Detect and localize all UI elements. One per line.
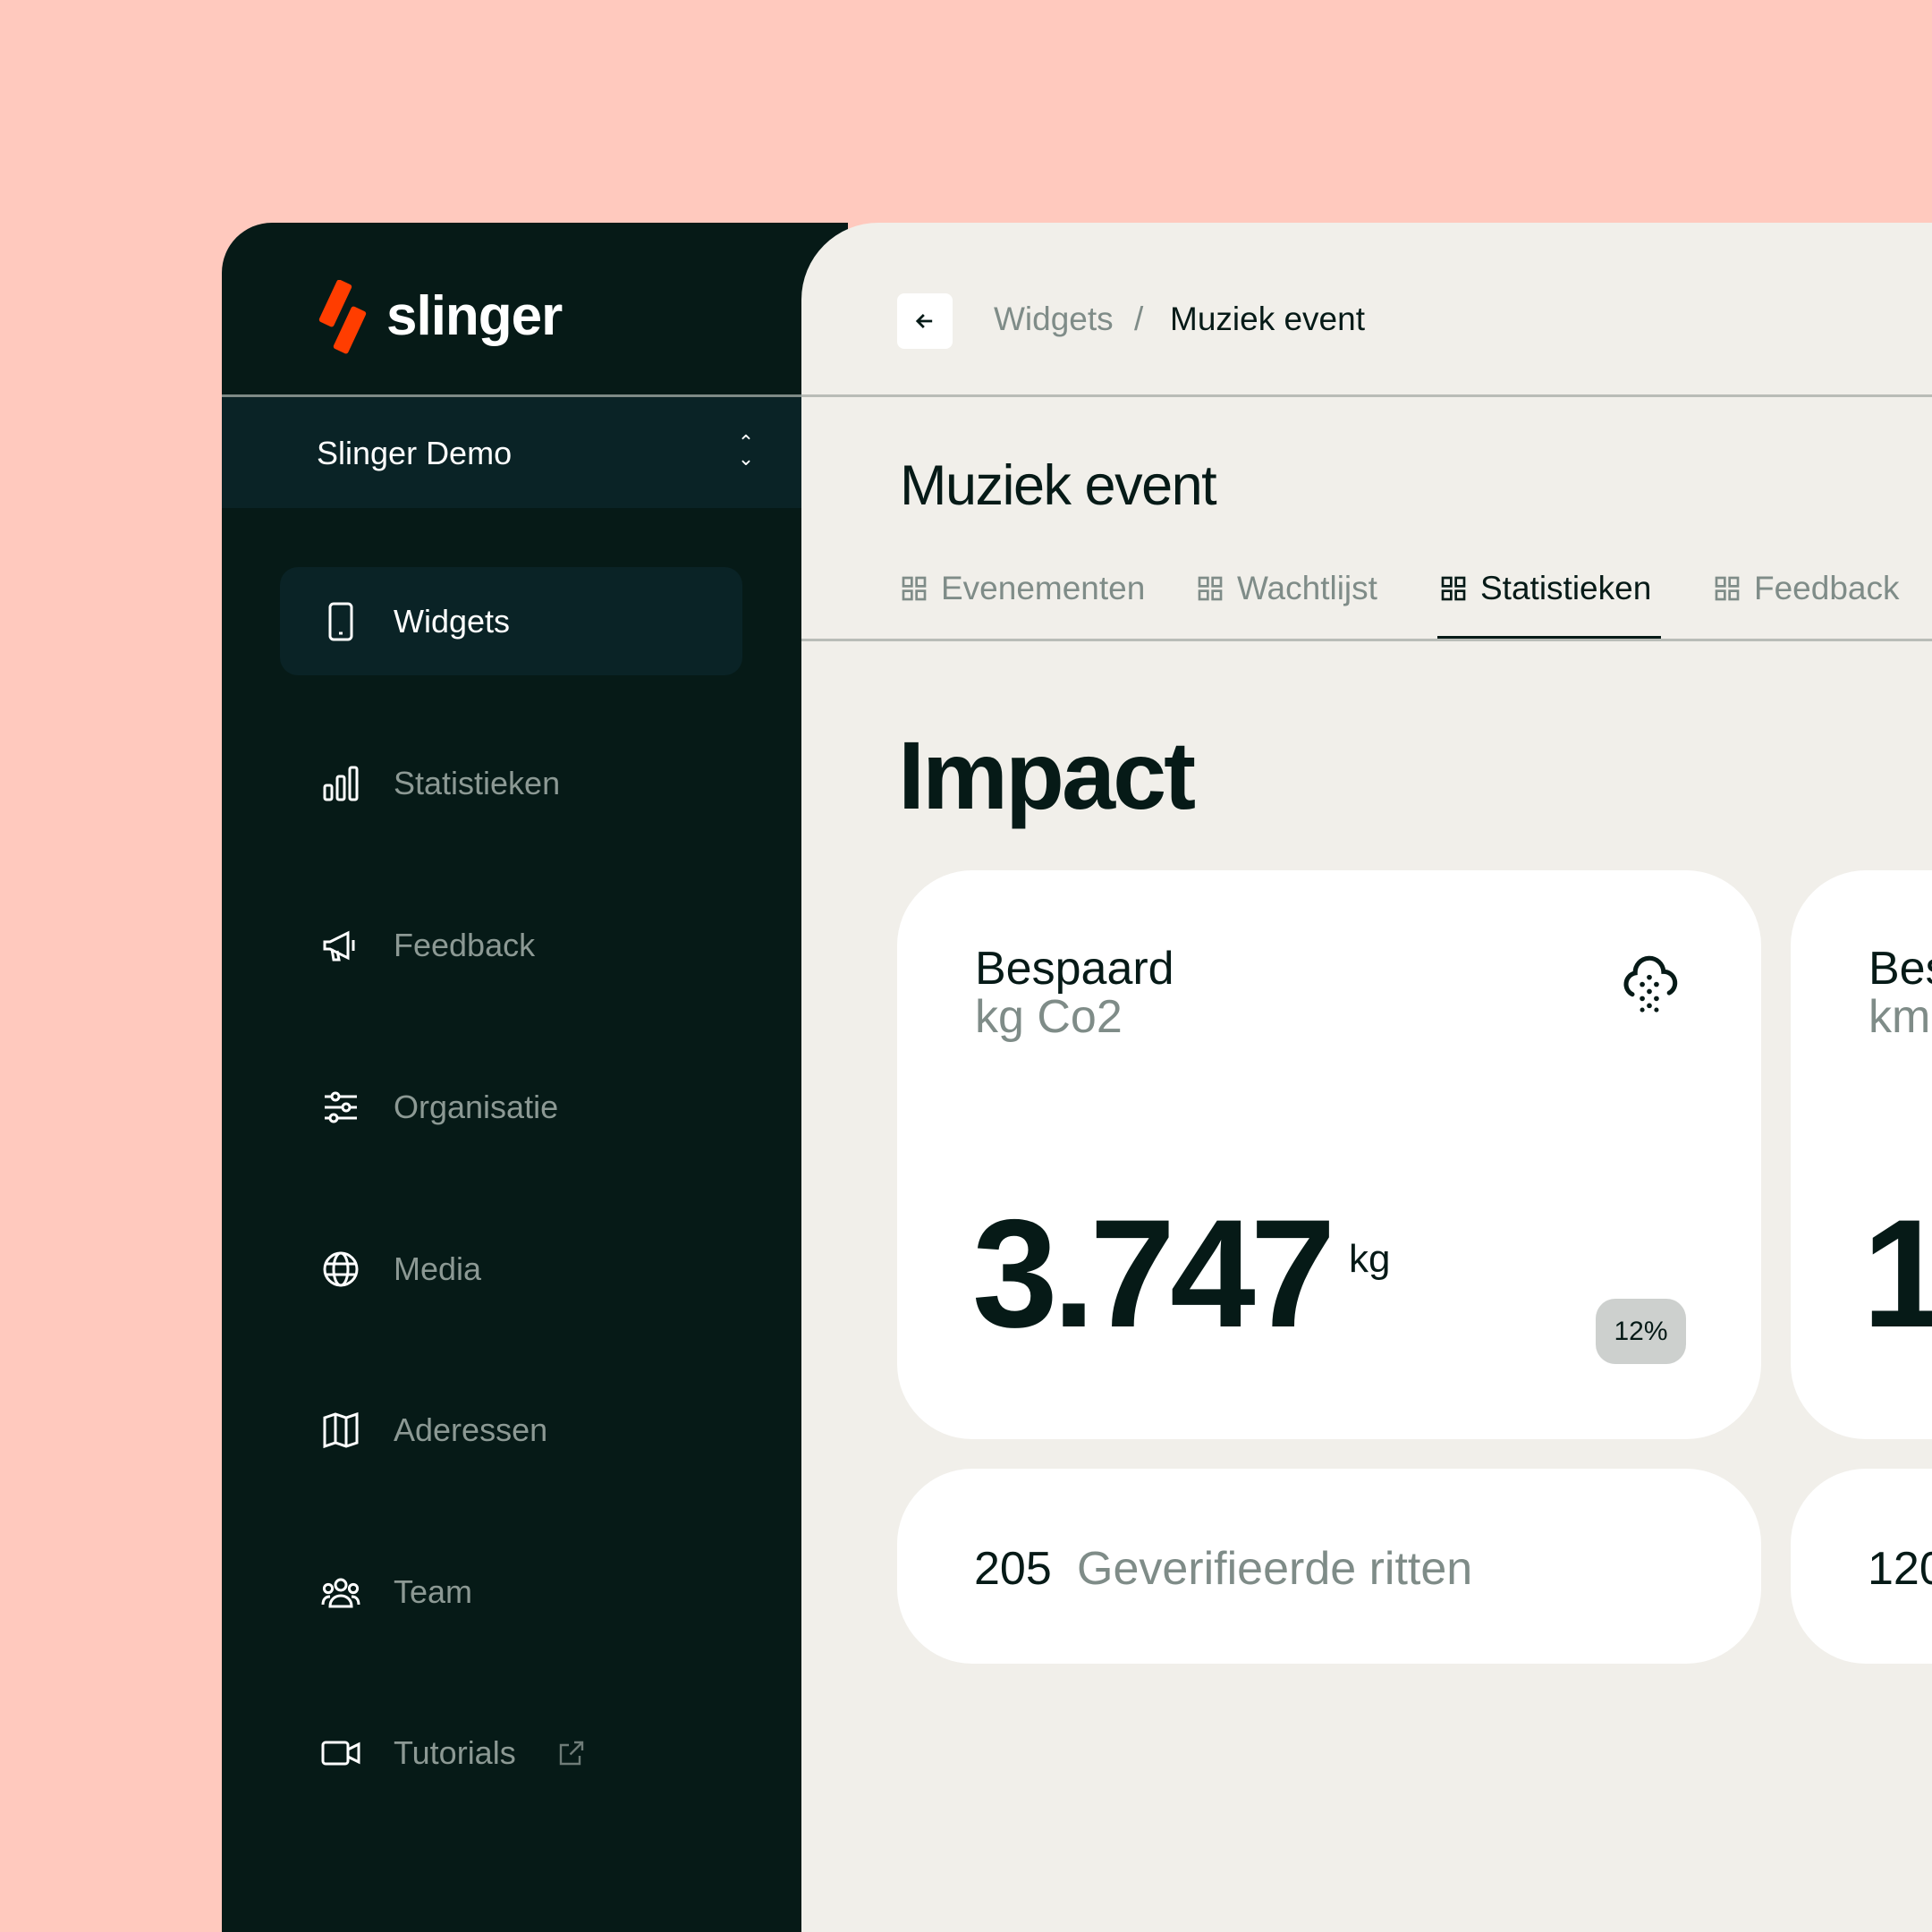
- card-subtitle: kg Co2: [975, 991, 1123, 1043]
- external-link-icon: [559, 1741, 584, 1765]
- sliders-icon: [325, 1091, 357, 1123]
- organization-name: Slinger Demo: [317, 435, 513, 471]
- rides-count: 120: [1868, 1543, 1932, 1595]
- cloud-particles-icon: [1623, 955, 1678, 1013]
- card-title: Bespaard: [975, 943, 1174, 995]
- map-icon: [323, 1411, 359, 1448]
- stat-card-km: Bes km 1: [1791, 870, 1932, 1439]
- stat-unit: kg: [1349, 1237, 1391, 1281]
- bar-chart-icon: [323, 766, 359, 801]
- card-title: Bes: [1868, 943, 1932, 995]
- grid-icon: [902, 576, 927, 601]
- tab-label: Wachtlijst: [1237, 570, 1377, 606]
- tab-wachtlijst[interactable]: Wachtlijst: [1196, 570, 1377, 607]
- globe-icon: [323, 1251, 359, 1286]
- sidebar-item-label: Tutorials: [394, 1733, 516, 1771]
- card-subtitle: km: [1868, 991, 1931, 1043]
- rides-label: Geverifieerde ritten: [1077, 1543, 1473, 1595]
- brand-name: slinger: [386, 285, 563, 347]
- page-title: Muziek event: [900, 454, 1217, 517]
- video-icon: [321, 1741, 360, 1765]
- header-divider: [801, 394, 1932, 397]
- sidebar-item-label: Feedback: [394, 926, 536, 963]
- change-badge: 12%: [1596, 1299, 1686, 1364]
- users-icon: [321, 1578, 360, 1607]
- tabs-divider: [801, 639, 1932, 641]
- grid-icon: [1198, 576, 1223, 601]
- tab-statistieken[interactable]: Statistieken: [1439, 570, 1651, 607]
- stat-value: 1: [1862, 1188, 1932, 1360]
- active-tab-indicator: [1437, 636, 1661, 639]
- stat-value: 3.747: [972, 1188, 1335, 1360]
- sidebar-item-aderessen[interactable]: Aderessen: [280, 1376, 742, 1484]
- grid-icon: [1441, 576, 1466, 601]
- megaphone-icon: [323, 930, 355, 961]
- rides-count: 205: [974, 1543, 1052, 1595]
- breadcrumb-widgets[interactable]: Widgets: [994, 301, 1114, 337]
- breadcrumb-current: Muziek event: [1170, 301, 1365, 337]
- tab-label: Feedback: [1754, 570, 1900, 606]
- sidebar-item-media[interactable]: Media: [280, 1215, 742, 1323]
- sidebar-item-label: Organisatie: [394, 1088, 559, 1125]
- sidebar-item-label: Widgets: [394, 602, 511, 640]
- tab-label: Statistieken: [1480, 570, 1652, 606]
- sidebar-item-statistieken[interactable]: Statistieken: [280, 729, 742, 837]
- tab-label: Evenementen: [941, 570, 1146, 606]
- tab-evenementen[interactable]: Evenementen: [900, 570, 1145, 607]
- main-content: Widgets / Muziek event Muziek event Even…: [801, 223, 1932, 1932]
- chevron-up-down-icon: ⌃ ⌄: [737, 431, 755, 470]
- sidebar-item-label: Statistieken: [394, 764, 561, 801]
- smartphone-icon: [328, 602, 353, 640]
- sidebar-item-label: Aderessen: [394, 1411, 548, 1448]
- sidebar-divider: [222, 394, 801, 397]
- sidebar-item-widgets[interactable]: Widgets: [280, 567, 742, 675]
- back-button[interactable]: [897, 293, 953, 349]
- sidebar-item-label: Team: [394, 1572, 473, 1610]
- rides-card: 205 Geverifieerde ritten: [897, 1469, 1761, 1664]
- section-title: Impact: [898, 721, 1196, 829]
- organization-switcher[interactable]: Slinger Demo ⌃ ⌄: [222, 397, 801, 508]
- sidebar-item-team[interactable]: Team: [280, 1538, 742, 1646]
- breadcrumb-separator: /: [1134, 301, 1144, 337]
- slinger-logo-icon: [318, 280, 367, 354]
- grid-icon: [1715, 576, 1740, 601]
- tab-feedback[interactable]: Feedback: [1713, 570, 1900, 607]
- sidebar-item-tutorials[interactable]: Tutorials: [280, 1699, 742, 1807]
- sidebar-item-label: Media: [394, 1250, 482, 1287]
- sidebar-item-feedback[interactable]: Feedback: [280, 891, 742, 999]
- arrow-left-icon: [915, 314, 933, 328]
- sidebar-item-organisatie[interactable]: Organisatie: [280, 1053, 742, 1161]
- brand-logo[interactable]: [315, 280, 583, 360]
- rides-card-2: 120: [1791, 1469, 1932, 1664]
